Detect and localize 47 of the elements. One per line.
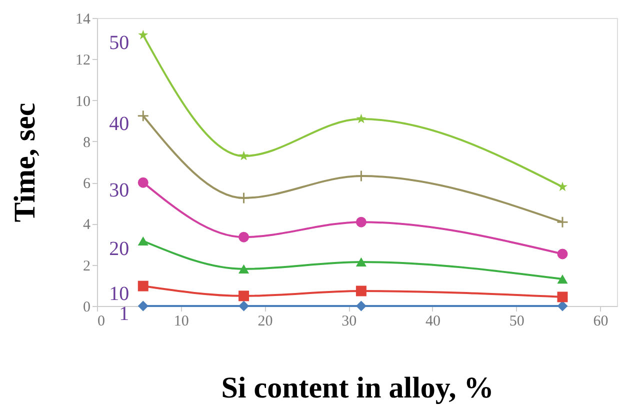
x-tick-label: 30 bbox=[342, 314, 357, 330]
point bbox=[238, 150, 249, 160]
x-tick-label: 20 bbox=[258, 314, 273, 330]
x-tick-label: 60 bbox=[593, 314, 608, 330]
point bbox=[557, 274, 568, 284]
point bbox=[557, 300, 568, 312]
x-axis-title: Si content in alloy, % bbox=[221, 372, 494, 404]
y-tick-label: 4 bbox=[83, 217, 91, 234]
y-tick-label: 10 bbox=[76, 94, 90, 110]
point bbox=[138, 30, 148, 40]
point bbox=[355, 170, 368, 182]
series-label: 1 bbox=[119, 303, 130, 325]
point bbox=[238, 264, 250, 274]
y-tick-label: 14 bbox=[76, 12, 91, 28]
point bbox=[356, 114, 366, 124]
point bbox=[238, 192, 250, 204]
x-tick-label: 40 bbox=[425, 314, 440, 330]
point bbox=[356, 286, 366, 296]
point bbox=[557, 182, 568, 192]
series-label: 10 bbox=[109, 283, 130, 306]
point bbox=[138, 280, 148, 292]
point bbox=[356, 300, 366, 312]
point bbox=[238, 300, 250, 312]
point bbox=[356, 216, 366, 228]
point bbox=[138, 177, 148, 188]
y-axis-title: Time, sec bbox=[8, 102, 42, 222]
y-tick-label: 6 bbox=[83, 176, 91, 192]
series-label: 20 bbox=[109, 238, 130, 260]
point bbox=[238, 290, 250, 302]
series-label: 40 bbox=[109, 112, 130, 135]
x-tick-label: 10 bbox=[174, 314, 189, 330]
point bbox=[238, 232, 250, 242]
point bbox=[556, 216, 568, 228]
x-tick-label: 50 bbox=[509, 314, 524, 330]
point bbox=[137, 110, 150, 122]
point bbox=[138, 236, 148, 246]
point bbox=[138, 300, 148, 312]
point bbox=[557, 248, 568, 260]
point bbox=[356, 257, 366, 267]
series-label: 50 bbox=[109, 32, 130, 54]
point bbox=[557, 292, 568, 302]
y-tick-label: 0 bbox=[83, 300, 90, 316]
x-tick-label: 0 bbox=[98, 314, 105, 330]
series-label: 30 bbox=[109, 180, 130, 202]
y-tick-label: 2 bbox=[83, 258, 90, 274]
y-tick-label: 8 bbox=[83, 134, 90, 151]
y-tick-label: 12 bbox=[76, 52, 90, 69]
